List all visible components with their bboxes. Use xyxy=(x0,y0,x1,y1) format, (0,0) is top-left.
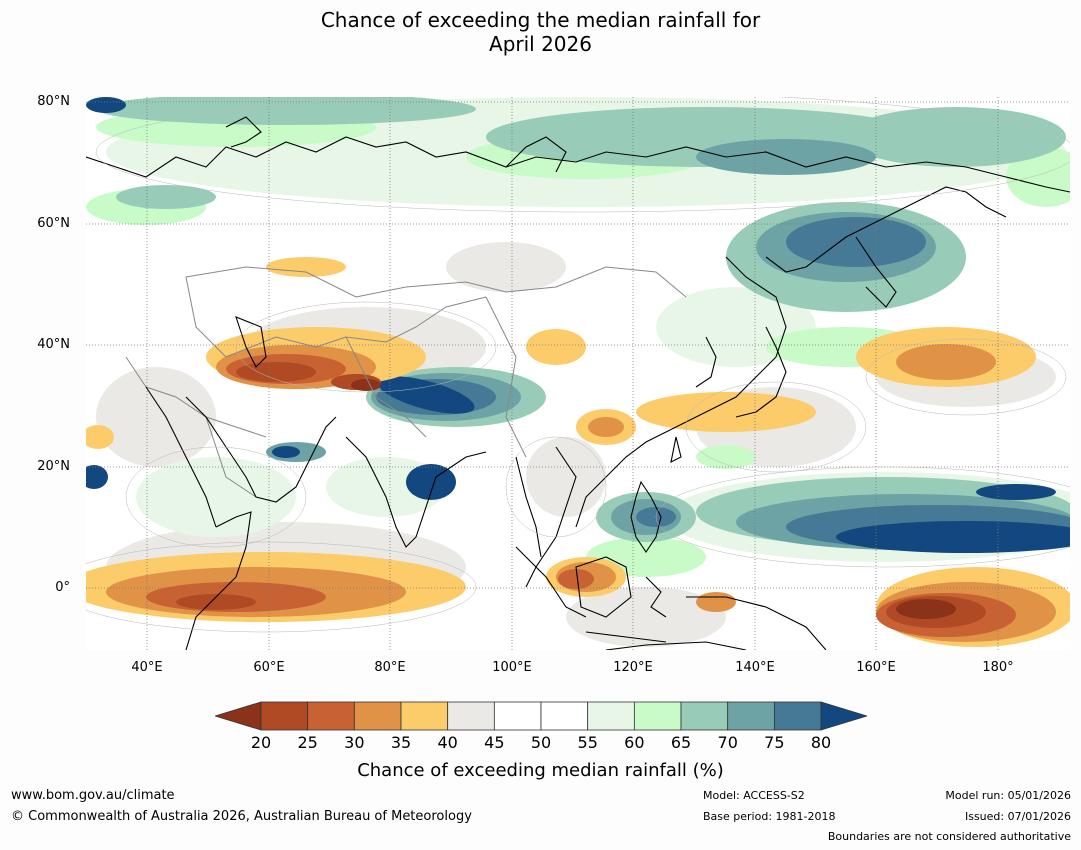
colorbar-tick-label: 35 xyxy=(390,733,412,752)
model-run-date: Model run: 05/01/2026 xyxy=(945,789,1071,802)
colorbar-extend-high xyxy=(820,701,867,731)
contour-lines xyxy=(86,97,1070,633)
colorbar-segment xyxy=(353,701,402,731)
lon-label-140e: 140°E xyxy=(735,660,775,675)
colorbar-tick-label: 70 xyxy=(717,733,738,752)
lon-label-120e: 120°E xyxy=(613,660,653,675)
colorbar-tick-label: 20 xyxy=(250,733,272,752)
country-boundaries xyxy=(125,266,687,498)
colorbar-segment xyxy=(587,701,635,731)
title-line-1: Chance of exceeding the median rainfall … xyxy=(320,8,761,32)
colorbar-tick-label: 30 xyxy=(344,733,365,752)
colorbar-tick-label: 40 xyxy=(437,733,458,752)
lon-label-160e: 160°E xyxy=(856,660,896,675)
colorbar-tick-label: 80 xyxy=(810,733,832,752)
colorbar-tick-label: 50 xyxy=(530,733,552,752)
lat-label-20n: 20°N xyxy=(37,459,70,474)
copyright-text: © Commonwealth of Australia 2026, Austra… xyxy=(11,809,472,824)
colorbar-segment xyxy=(633,701,682,731)
colorbar-segment xyxy=(773,701,822,731)
lat-label-0: 0° xyxy=(55,580,70,595)
lon-label-180: 180° xyxy=(982,660,1014,675)
boundaries-disclaimer: Boundaries are not considered authoritat… xyxy=(827,830,1071,843)
colorbar-extend-low xyxy=(215,701,262,731)
colorbar-segment xyxy=(493,701,542,731)
colorbar xyxy=(215,701,867,731)
lon-label-100e: 100°E xyxy=(492,660,532,675)
lat-label-40n: 40°N xyxy=(37,337,70,352)
base-period: Base period: 1981-2018 xyxy=(703,810,836,823)
lat-label-80n: 80°N xyxy=(37,94,70,109)
shade-85-band xyxy=(86,97,1070,553)
lat-label-60n: 60°N xyxy=(37,216,70,231)
colorbar-tick-label: 65 xyxy=(670,733,692,752)
coastlines xyxy=(86,116,1070,650)
lon-label-60e: 60°E xyxy=(253,660,285,675)
colorbar-tick-label: 45 xyxy=(484,733,505,752)
colorbar-segment xyxy=(540,701,589,731)
colorbar-caption: Chance of exceeding median rainfall (%) xyxy=(357,760,724,781)
model-name: Model: ACCESS-S2 xyxy=(703,789,805,802)
colorbar-tick-label: 60 xyxy=(624,733,645,752)
website-link[interactable]: www.bom.gov.au/climate xyxy=(11,788,175,803)
colorbar-segment xyxy=(680,701,729,731)
colorbar-tick-label: 55 xyxy=(577,733,598,752)
rainfall-probability-map xyxy=(86,97,1070,650)
lon-label-40e: 40°E xyxy=(131,660,163,675)
colorbar-tick-label: 25 xyxy=(297,733,318,752)
title-line-2: April 2026 xyxy=(489,32,592,56)
map-title: Chance of exceeding the median rainfall … xyxy=(0,8,1081,56)
colorbar-segment xyxy=(400,701,449,731)
issued-date: Issued: 07/01/2026 xyxy=(964,810,1071,823)
colorbar-segment xyxy=(727,701,775,731)
shade-20-band xyxy=(351,379,956,619)
colorbar-tick-label: 75 xyxy=(764,733,785,752)
colorbar-segment xyxy=(307,701,355,731)
colorbar-segment xyxy=(447,701,495,731)
colorbar-segment xyxy=(260,701,309,731)
lon-label-80e: 80°E xyxy=(374,660,406,675)
graticule xyxy=(86,97,1070,650)
